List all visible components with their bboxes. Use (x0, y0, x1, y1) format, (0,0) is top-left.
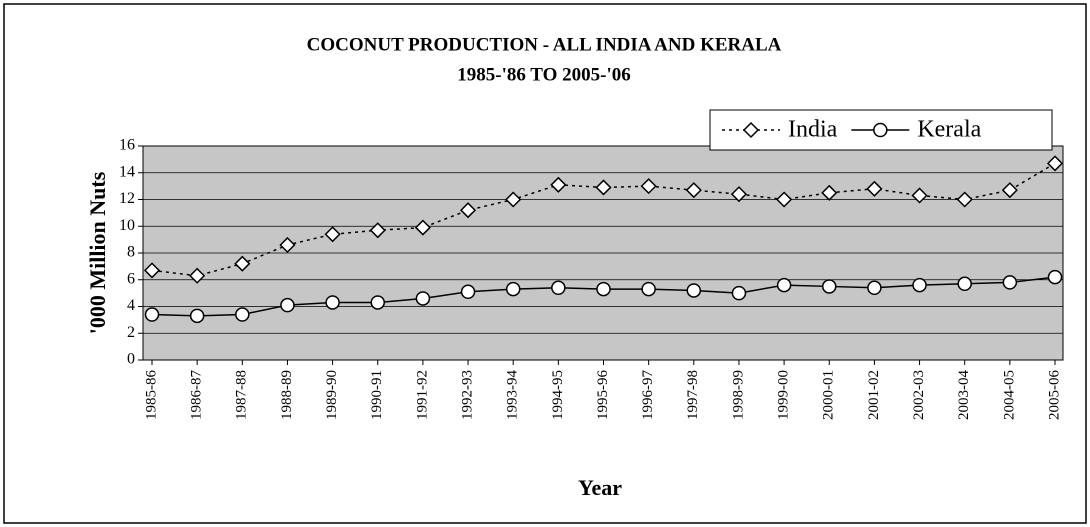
marker (822, 279, 837, 294)
chart-title: COCONUT PRODUCTION - ALL INDIA AND KERAL… (307, 34, 782, 55)
marker (189, 267, 206, 284)
marker (1046, 155, 1064, 172)
x-tick-label: 2002-03 (911, 370, 927, 420)
y-tick-label: 14 (119, 163, 135, 180)
x-tick-label: 1996-97 (640, 370, 656, 420)
marker (731, 285, 747, 301)
marker (459, 202, 477, 219)
marker (596, 281, 611, 297)
marker (912, 277, 927, 293)
marker (685, 182, 702, 199)
marker (911, 187, 928, 204)
marker (550, 176, 567, 193)
x-tick-label: 1986-87 (189, 370, 205, 420)
marker (460, 284, 476, 300)
x-tick-label: 2003-04 (956, 370, 972, 420)
marker (324, 226, 341, 243)
marker (957, 276, 972, 292)
x-tick-label: 1998-99 (730, 370, 746, 420)
marker (686, 283, 702, 298)
x-tick-label: 2004-05 (1001, 370, 1017, 420)
marker (1001, 182, 1018, 199)
series-line (151, 162, 1056, 277)
legend-marker (873, 122, 888, 138)
marker (776, 191, 793, 208)
marker (866, 180, 883, 197)
y-tick-label: 12 (119, 190, 135, 207)
marker (325, 295, 340, 310)
y-axis-label: '000 Million Nuts (85, 171, 110, 334)
x-tick-label: 1988-89 (279, 370, 295, 420)
marker (370, 295, 385, 310)
x-tick-label: 1991-92 (414, 370, 430, 420)
x-tick-label: 1992-93 (459, 370, 475, 420)
y-tick-label: 4 (127, 297, 135, 314)
marker (730, 186, 748, 203)
marker (414, 219, 431, 236)
x-tick-label: 1989-90 (324, 370, 340, 420)
y-tick-label: 8 (127, 244, 135, 261)
marker (595, 179, 612, 196)
marker (776, 277, 792, 293)
x-tick-label: 1999-00 (776, 370, 792, 420)
marker (415, 291, 431, 306)
marker (235, 307, 250, 322)
marker (369, 222, 386, 239)
x-tick-label: 2000-01 (821, 370, 837, 420)
legend-label: Kerala (917, 117, 981, 143)
marker (641, 281, 656, 297)
marker (640, 178, 657, 195)
chart-subtitle: 1985-'86 TO 2005-'06 (457, 64, 630, 85)
x-tick-label: 1985-86 (143, 370, 159, 420)
marker (956, 191, 973, 208)
y-tick-label: 6 (127, 270, 135, 287)
legend-marker (742, 121, 760, 139)
legend-label: India (788, 117, 838, 143)
marker (144, 307, 160, 322)
marker (867, 280, 882, 296)
x-tick-label: 2001-02 (866, 370, 882, 420)
marker (551, 280, 566, 296)
marker (189, 308, 205, 324)
x-tick-label: 1987-88 (234, 370, 250, 420)
x-tick-label: 1995-96 (595, 370, 611, 420)
x-tick-label: 1997-98 (685, 370, 701, 420)
x-tick-label: 1990-91 (369, 370, 385, 420)
marker (505, 191, 522, 208)
marker (1047, 269, 1063, 285)
marker (505, 281, 521, 297)
marker (1002, 275, 1018, 290)
marker (821, 184, 838, 201)
marker (143, 262, 161, 279)
marker (279, 236, 296, 254)
legend: India Kerala (709, 109, 1053, 151)
x-tick-label: 1993-94 (505, 370, 521, 420)
x-tick-label: 2005-06 (1046, 370, 1062, 420)
y-tick-label: 16 (119, 137, 135, 154)
y-tick-label: 0 (127, 351, 135, 368)
y-tick-label: 10 (119, 217, 135, 234)
y-tick-label: 2 (127, 324, 135, 341)
marker (234, 255, 251, 272)
marker (280, 297, 295, 313)
x-tick-label: 1994-95 (550, 370, 566, 420)
x-axis-label: Year (578, 475, 622, 500)
